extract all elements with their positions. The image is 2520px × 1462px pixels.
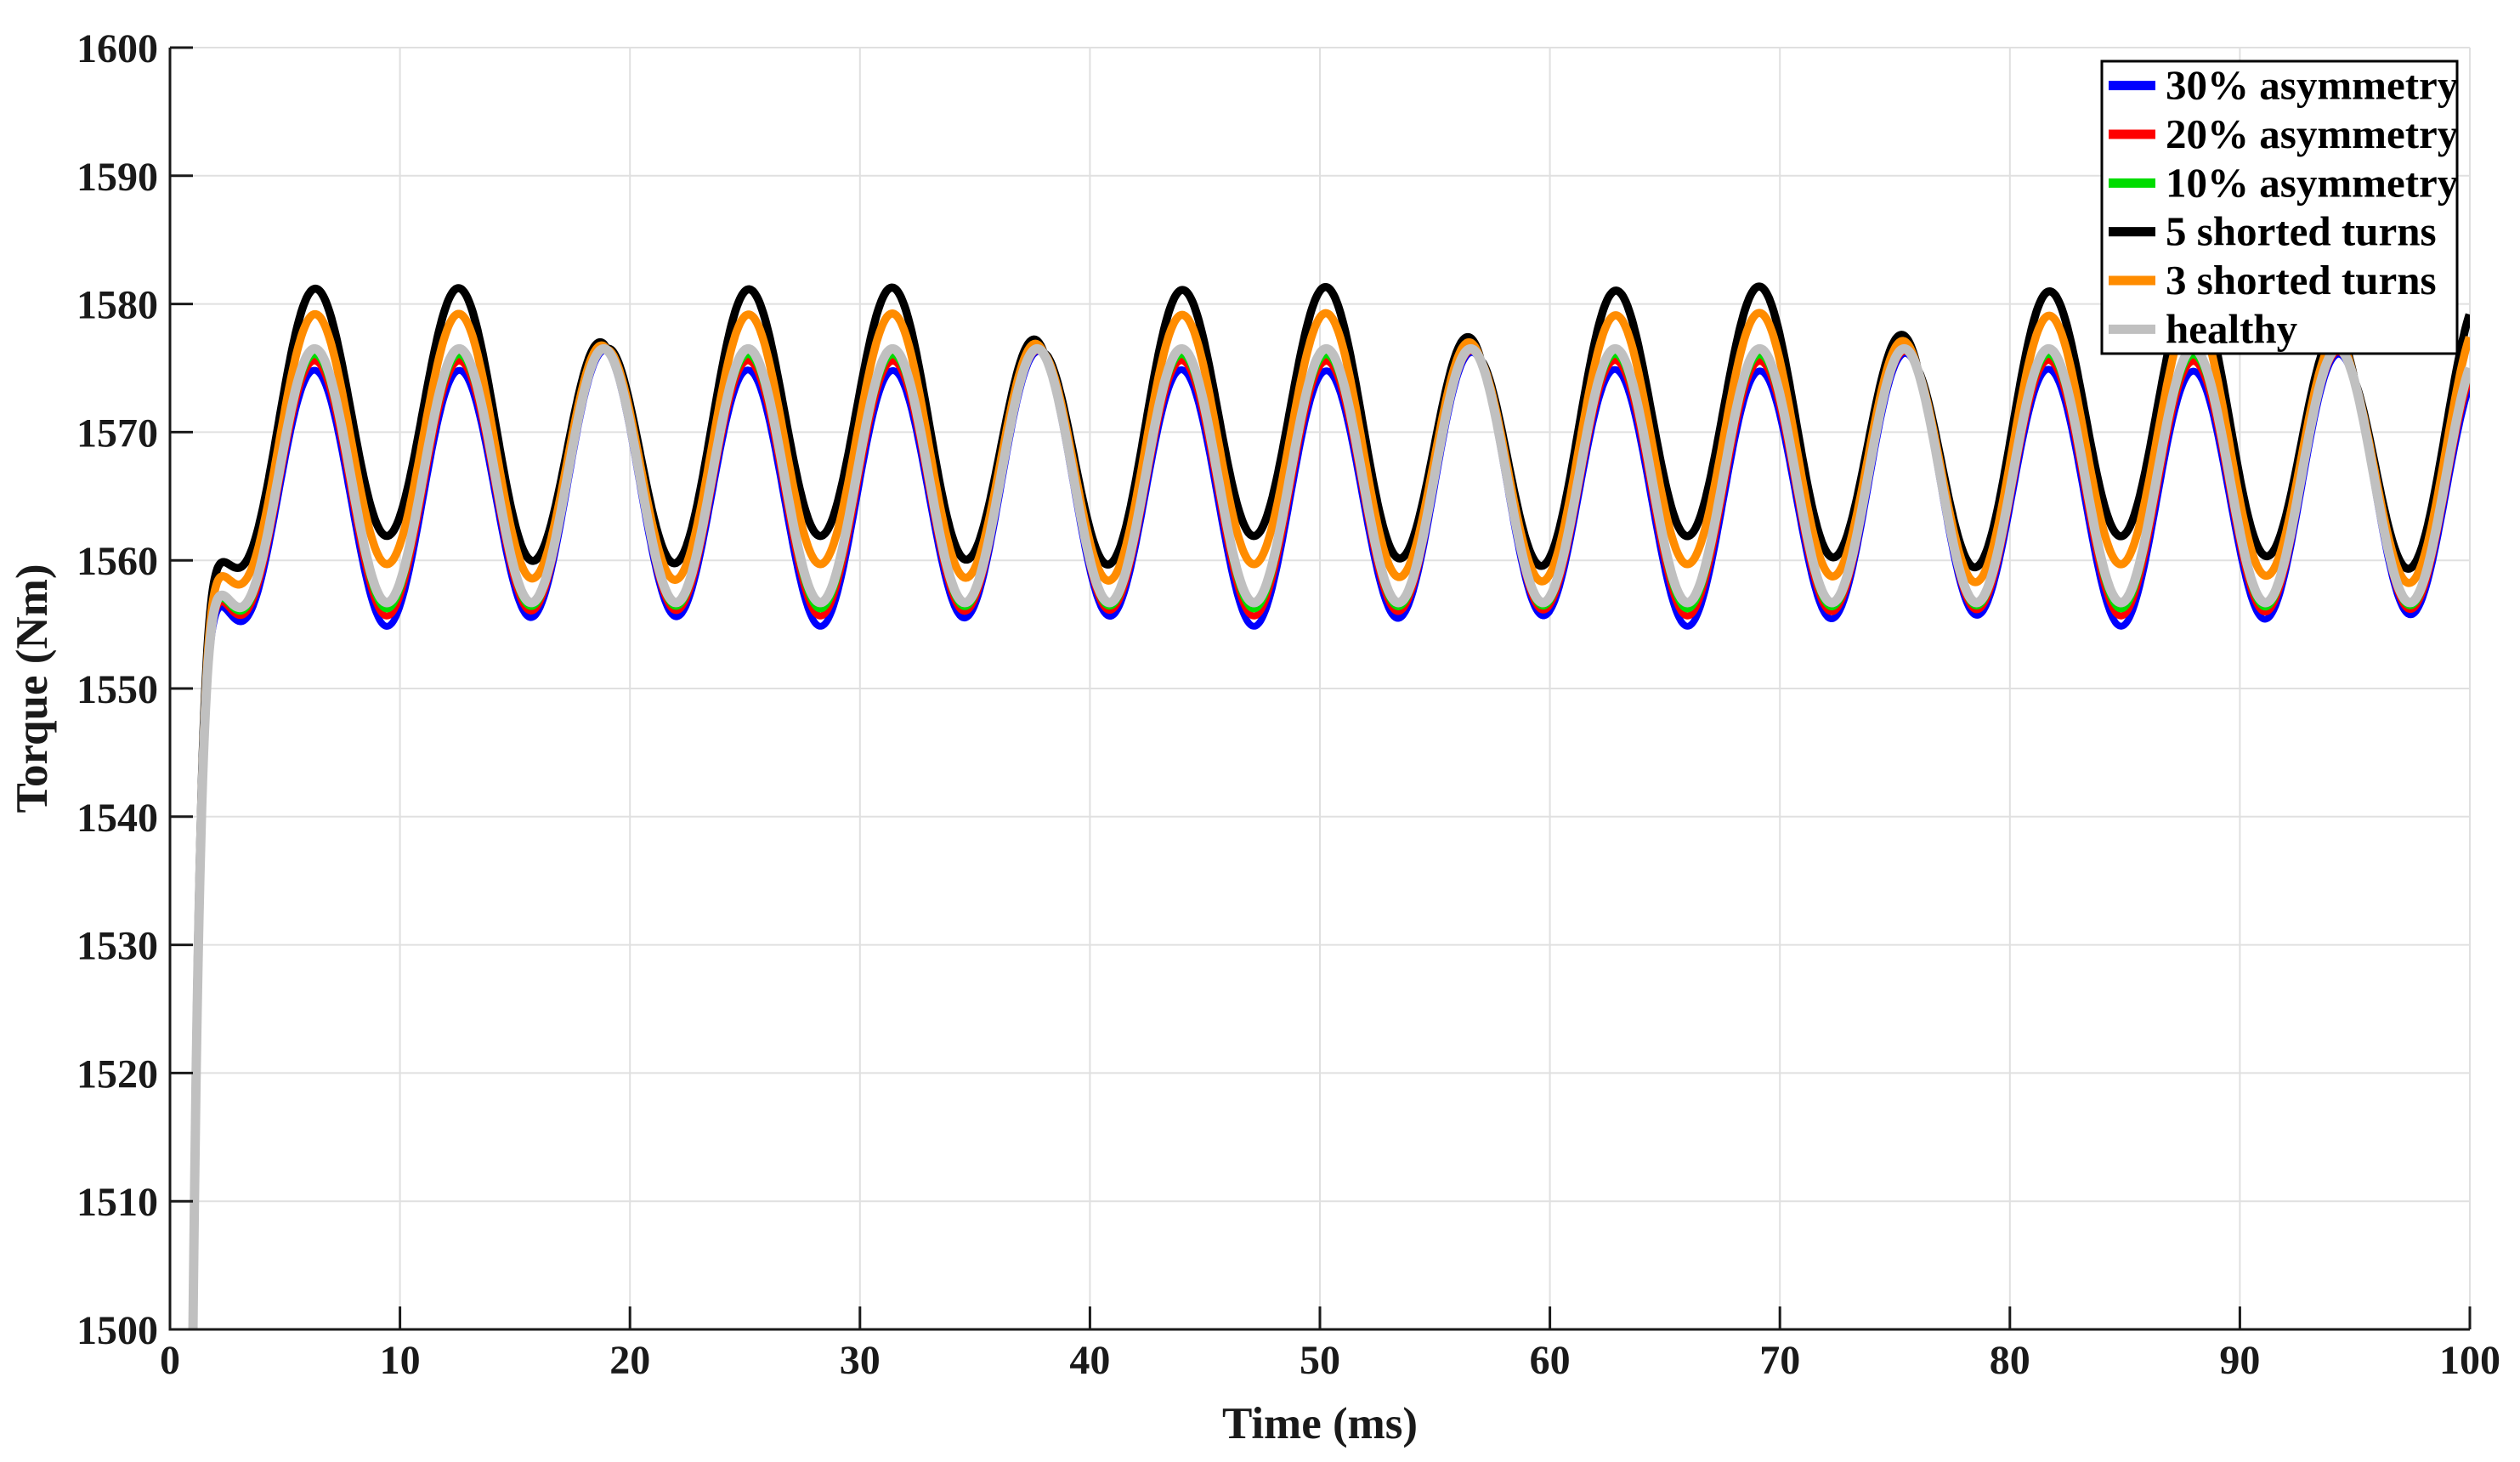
legend-box — [2100, 60, 2459, 355]
legend-item-10-asymmetry: 10% asymmetry — [2109, 159, 2459, 206]
series-line-3-shorted-turns — [189, 309, 2470, 1329]
y-tick-label-1580: 1580 — [76, 283, 158, 328]
x-tick-label-80: 80 — [1990, 1338, 2030, 1383]
x-tick-label-90: 90 — [2219, 1338, 2260, 1383]
y-tick-label-1600: 1600 — [76, 26, 158, 71]
legend-item-5-shorted-turns: 5 shorted turns — [2109, 208, 2437, 255]
y-tick-labels: 1500 1510 1520 1530 1540 1550 1560 1570 1580 1590… — [76, 26, 158, 1353]
series-line-healthy — [188, 343, 2470, 1329]
y-tick-label-1530: 1530 — [76, 924, 158, 969]
x-tick-label-0: 0 — [160, 1338, 180, 1383]
x-tick-label-20: 20 — [609, 1338, 650, 1383]
y-tick-label-1570: 1570 — [76, 411, 158, 456]
x-tick-labels: 0 10 20 30 40 50 60 70 80 90 100 — [160, 1338, 2500, 1383]
series-line-20-asymmetry — [190, 346, 2470, 1329]
series-line-10-asymmetry — [190, 345, 2470, 1329]
series-line-5-shorted-turns — [189, 281, 2470, 1329]
y-tick-label-1590: 1590 — [76, 155, 158, 200]
series-line-30-asymmetry — [190, 347, 2470, 1329]
x-tick-label-70: 70 — [1759, 1338, 1800, 1383]
legend-label-10-asymmetry: 10% asymmetry — [2166, 159, 2459, 206]
legend-label-30-asymmetry: 30% asymmetry — [2166, 62, 2459, 109]
legend-label-healthy: healthy — [2166, 305, 2298, 352]
grid-lines — [170, 47, 2471, 1329]
series-curves — [188, 281, 2470, 1329]
legend-label-20-asymmetry: 20% asymmetry — [2166, 110, 2459, 157]
legend-item-3-shorted-turns: 3 shorted turns — [2109, 257, 2437, 303]
legend-item-20-asymmetry: 20% asymmetry — [2109, 110, 2459, 157]
y-axis-title: Torque (Nm) — [8, 564, 57, 813]
legend-item-30-asymmetry: 30% asymmetry — [2109, 62, 2459, 109]
x-tick-label-10: 10 — [380, 1338, 421, 1383]
y-tick-label-1560: 1560 — [76, 539, 158, 584]
x-tick-label-60: 60 — [1530, 1338, 1571, 1383]
x-tick-label-100: 100 — [2439, 1338, 2500, 1383]
y-tick-label-1520: 1520 — [76, 1051, 158, 1096]
x-tick-label-50: 50 — [1300, 1338, 1340, 1383]
legend-item-healthy: healthy — [2109, 305, 2298, 352]
legend-label-5-shorted-turns: 5 shorted turns — [2166, 208, 2437, 255]
y-tick-label-1540: 1540 — [76, 796, 158, 841]
y-tick-label-1550: 1550 — [76, 667, 158, 712]
y-tick-label-1510: 1510 — [76, 1180, 158, 1225]
y-tick-label-1500: 1500 — [76, 1308, 158, 1353]
x-axis-title: Time (ms) — [1222, 1399, 1418, 1448]
axes — [168, 46, 2472, 1331]
legend-label-3-shorted-turns: 3 shorted turns — [2166, 257, 2437, 303]
x-tick-label-30: 30 — [840, 1338, 881, 1383]
x-tick-label-40: 40 — [1069, 1338, 1110, 1383]
